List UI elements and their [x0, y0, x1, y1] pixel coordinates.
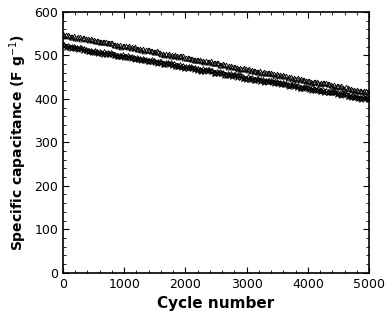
X-axis label: Cycle number: Cycle number	[157, 296, 275, 311]
Y-axis label: Specific capacitance (F g$^{-1}$): Specific capacitance (F g$^{-1}$)	[7, 34, 29, 251]
